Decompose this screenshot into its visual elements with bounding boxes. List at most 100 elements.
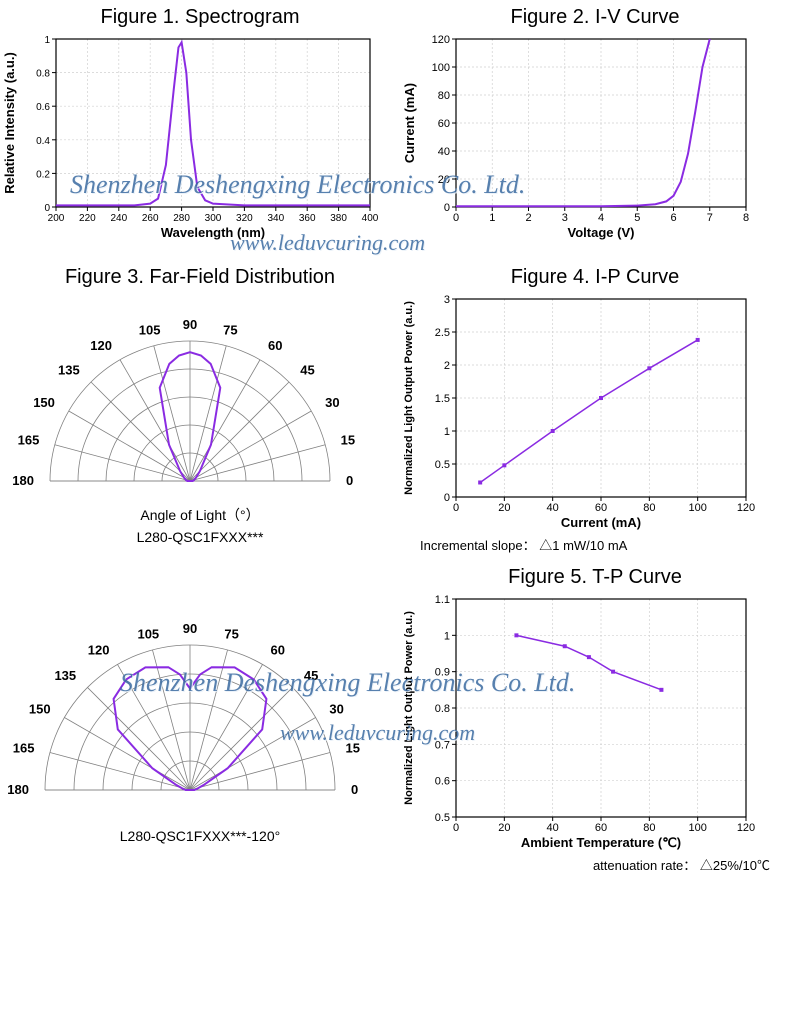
svg-text:75: 75 [223,322,237,337]
figure-3b-panel: 1801651501351201059075604530150 L280-QSC… [0,560,400,890]
svg-text:80: 80 [643,822,655,834]
svg-text:0: 0 [453,502,459,514]
svg-text:Wavelength (nm): Wavelength (nm) [161,225,265,240]
svg-text:280: 280 [173,213,190,224]
svg-text:105: 105 [139,322,161,337]
figure-5-chart: 0204060801001200.50.60.70.80.911.1Ambien… [400,591,790,851]
svg-text:75: 75 [224,626,238,641]
svg-text:320: 320 [236,213,253,224]
svg-text:220: 220 [79,213,96,224]
svg-text:30: 30 [329,702,343,717]
svg-text:1.5: 1.5 [435,393,450,405]
svg-text:60: 60 [271,643,285,658]
svg-text:40: 40 [547,822,559,834]
figure-4-title: Figure 4. I-P Curve [400,260,790,291]
svg-text:260: 260 [142,213,159,224]
svg-text:20: 20 [498,822,510,834]
svg-text:0.4: 0.4 [36,136,50,147]
svg-text:0: 0 [444,202,450,214]
svg-text:3: 3 [562,212,568,224]
figure-3-caption: L280-QSC1FXXX*** [0,529,400,545]
svg-text:0.8: 0.8 [36,69,50,80]
svg-text:60: 60 [595,822,607,834]
figure-2-panel: Figure 2. I-V Curve 01234567802040608010… [400,0,790,260]
svg-text:80: 80 [643,502,655,514]
svg-text:180: 180 [12,473,34,488]
svg-text:200: 200 [48,213,65,224]
svg-text:Voltage (V): Voltage (V) [568,225,635,240]
svg-text:120: 120 [737,502,755,514]
svg-text:Current (mA): Current (mA) [561,515,641,530]
svg-text:7: 7 [707,212,713,224]
svg-text:340: 340 [267,213,284,224]
svg-text:2.5: 2.5 [435,327,450,339]
svg-text:90: 90 [183,317,197,332]
svg-text:380: 380 [330,213,347,224]
figure-5-subcaption: attenuation rate： △25%/10℃ [400,855,790,874]
svg-text:0.5: 0.5 [435,459,450,471]
figure-2-title: Figure 2. I-V Curve [400,0,790,31]
svg-text:0: 0 [351,782,358,797]
figure-4-panel: Figure 4. I-P Curve 0 20 40 60 80 100 120 0 0.5 1… [400,260,790,560]
svg-text:165: 165 [13,740,35,755]
svg-text:1: 1 [489,212,495,224]
svg-text:120: 120 [737,822,755,834]
svg-text:0: 0 [453,822,459,834]
svg-text:0.6: 0.6 [36,102,50,113]
svg-text:0.8: 0.8 [435,703,450,715]
svg-text:0.5: 0.5 [435,812,450,824]
svg-text:100: 100 [688,502,706,514]
svg-text:40: 40 [438,146,450,158]
figure-1-title: Figure 1. Spectrogram [0,0,400,31]
svg-text:6: 6 [670,212,676,224]
svg-text:0: 0 [444,492,450,504]
svg-text:150: 150 [29,702,51,717]
svg-text:2: 2 [444,360,450,372]
svg-text:Current (mA): Current (mA) [402,83,417,163]
svg-text:180: 180 [7,782,29,797]
svg-text:0.2: 0.2 [36,169,50,180]
svg-text:0.6: 0.6 [435,776,450,788]
figure-3b-chart: 1801651501351201059075604530150 [0,590,400,810]
figure-3b-caption: L280-QSC1FXXX***-120° [0,828,400,844]
svg-text:3: 3 [444,294,450,306]
svg-text:100: 100 [688,822,706,834]
figure-3-chart: 1801651501351201059075604530150 [0,291,400,501]
svg-text:15: 15 [346,740,360,755]
svg-text:100: 100 [432,62,450,74]
svg-text:0: 0 [44,203,50,214]
svg-text:30: 30 [325,395,339,410]
svg-text:Normalized Light Output Power: Normalized Light Output Power (a.u.) [403,301,415,495]
figure-5-title: Figure 5. T-P Curve [400,560,790,591]
svg-text:20: 20 [438,174,450,186]
figure-3-title: Figure 3. Far-Field Distribution [0,260,400,291]
figure-2-chart: 012345678020406080100120Voltage (V)Curre… [400,31,790,241]
svg-text:1: 1 [444,426,450,438]
svg-text:1: 1 [444,630,450,642]
figure-5-panel: Figure 5. T-P Curve 0 20 40 60 80 100 120 0.5 0.… [400,560,790,890]
svg-text:1.1: 1.1 [435,594,450,606]
svg-text:45: 45 [300,363,314,378]
figure-3-axis-label: Angle of Light（°） [0,505,400,525]
svg-text:1: 1 [44,35,50,46]
svg-text:15: 15 [341,433,355,448]
svg-text:8: 8 [743,212,749,224]
figure-4-subcaption: Incremental slope： △1 mW/10 mA [400,535,790,554]
svg-text:40: 40 [547,502,559,514]
svg-text:60: 60 [268,338,282,353]
svg-text:5: 5 [634,212,640,224]
svg-text:400: 400 [362,213,379,224]
svg-text:60: 60 [595,502,607,514]
svg-text:Normalized Light Output Power: Normalized Light Output Power (a.u.) [403,611,415,805]
svg-text:4: 4 [598,212,604,224]
figure-4-chart: 0 20 40 60 80 100 120 0 0.5 1 1.5 2 2.5 3 Current (mA)… [400,291,790,531]
svg-text:135: 135 [54,668,76,683]
svg-text:0: 0 [453,212,459,224]
svg-text:2: 2 [525,212,531,224]
svg-text:90: 90 [183,621,197,636]
svg-text:120: 120 [90,338,112,353]
svg-text:0.9: 0.9 [435,667,450,679]
svg-text:165: 165 [18,433,40,448]
svg-text:20: 20 [498,502,510,514]
svg-text:120: 120 [88,643,110,658]
